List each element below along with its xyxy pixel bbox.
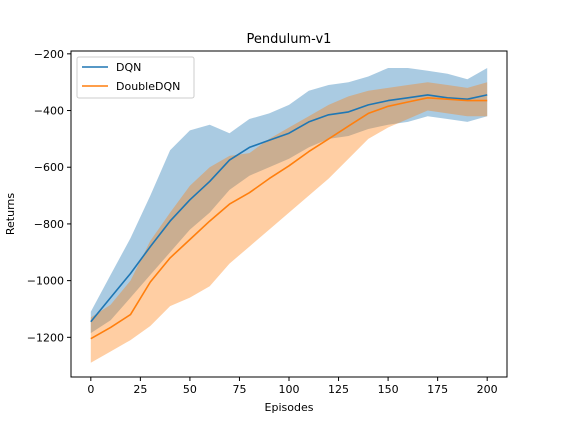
series-lines (90, 94, 488, 340)
y-tick-label: −1000 (27, 275, 64, 288)
legend-label-doubledqn: DoubleDQN (116, 80, 180, 93)
x-tick-label: 125 (328, 383, 349, 396)
line-doubledqn (90, 97, 488, 340)
band-doubledqn (90, 82, 488, 363)
confidence-bands (90, 68, 488, 363)
x-axis-label: Episodes (265, 401, 314, 414)
y-axis-ticks: −1200 −1000 −800 −600 −400 −200 (27, 48, 71, 344)
line-dqn (90, 94, 488, 323)
y-tick-label: −1200 (27, 331, 64, 344)
band-dqn (90, 68, 488, 334)
x-tick-label: 150 (378, 383, 399, 396)
chart-title: Pendulum-v1 (247, 32, 332, 47)
y-tick-label: −400 (34, 105, 64, 118)
x-tick-label: 25 (133, 383, 147, 396)
x-tick-label: 0 (87, 383, 94, 396)
y-tick-label: −600 (34, 161, 64, 174)
y-axis-label: Returns (4, 193, 17, 236)
legend-label-dqn: DQN (116, 61, 141, 74)
y-tick-label: −200 (34, 48, 64, 61)
x-tick-label: 50 (183, 383, 197, 396)
x-tick-label: 75 (232, 383, 246, 396)
x-tick-label: 175 (427, 383, 448, 396)
x-axis-ticks: 0 25 50 75 100 125 150 175 200 (87, 377, 498, 396)
legend: DQN DoubleDQN (76, 56, 195, 99)
x-tick-label: 100 (279, 383, 300, 396)
y-tick-label: −800 (34, 218, 64, 231)
x-tick-label: 200 (477, 383, 498, 396)
